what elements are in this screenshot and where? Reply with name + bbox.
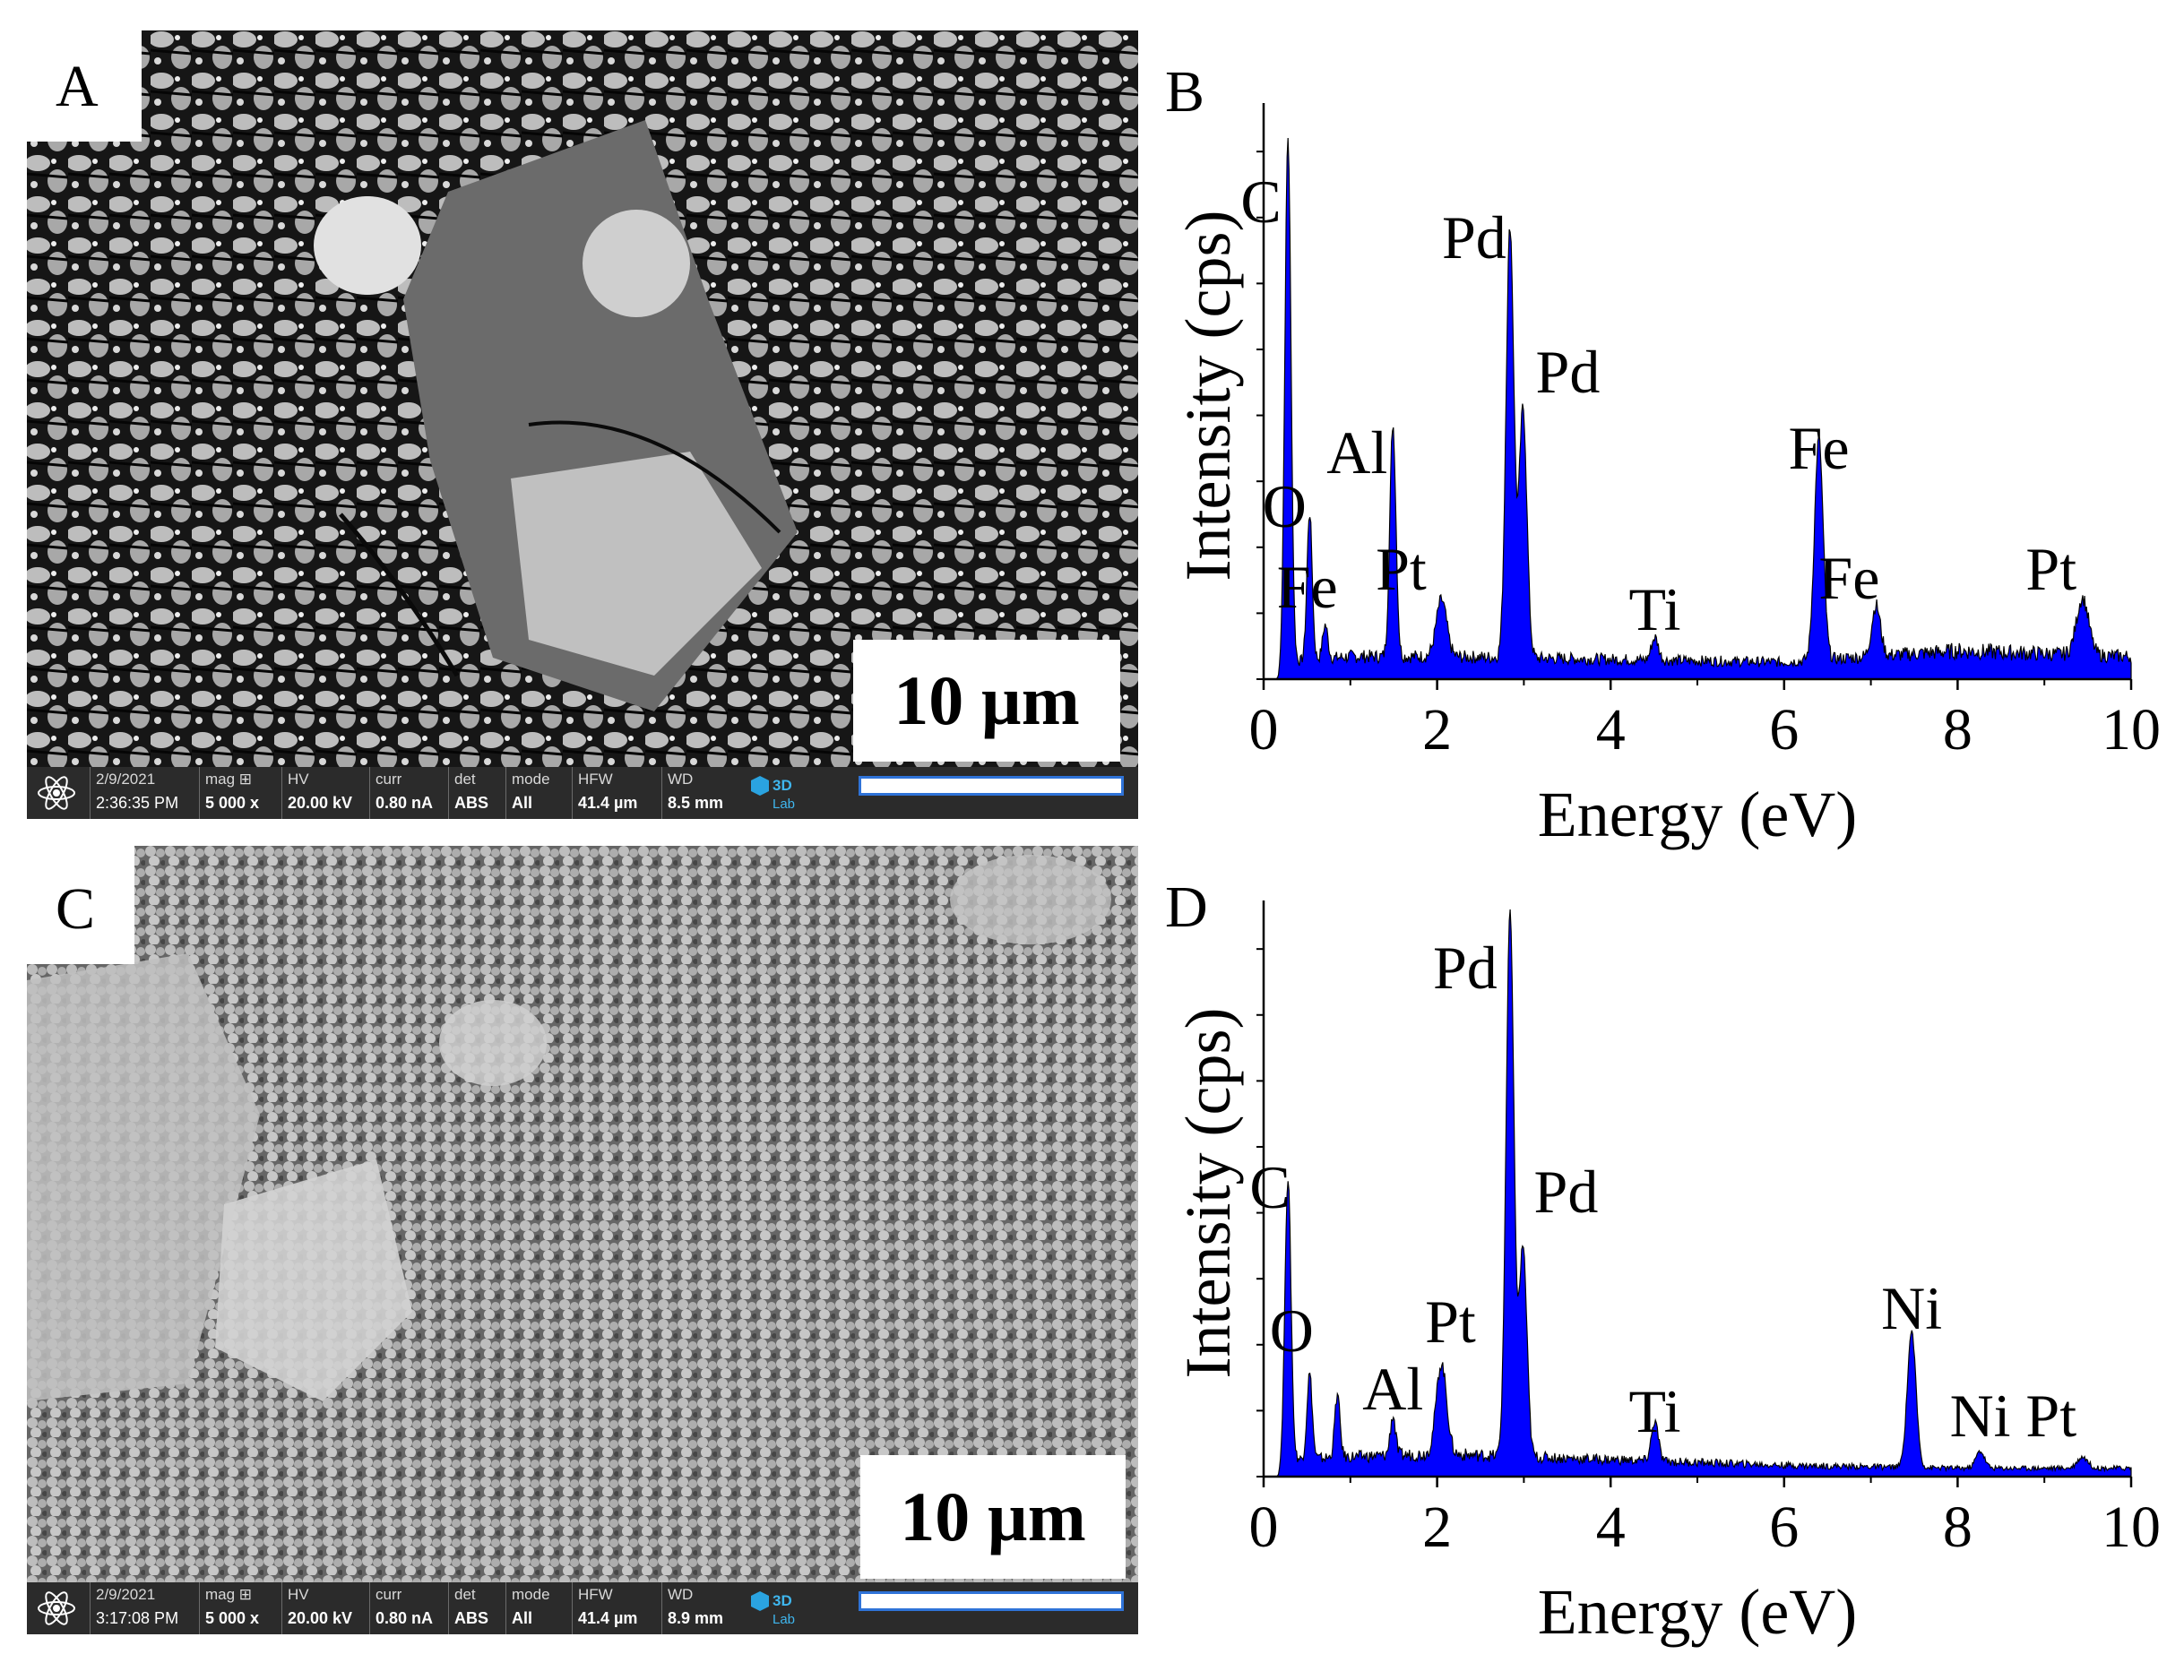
peak-label: Pt — [2025, 1382, 2076, 1450]
atom-icon — [34, 771, 79, 815]
panel-label-c: C — [27, 846, 134, 964]
x-tick-label: 10 — [2102, 1495, 2161, 1560]
info-curr: curr 0.80 nA — [369, 767, 447, 819]
x-axis-title: Energy (eV) — [1538, 779, 1858, 850]
info-datetime: 2/9/2021 3:17:08 PM — [90, 1582, 198, 1634]
peak-label: O — [1263, 472, 1307, 540]
panel-label-d: D — [1165, 874, 1208, 940]
info-hfw: HFW 41.4 µm — [572, 767, 660, 819]
info-time: 3:17:08 PM — [96, 1609, 179, 1627]
info-det: det ABS — [448, 767, 505, 819]
scale-bar-label-a: 10 µm — [853, 640, 1120, 762]
peak-label: Fe — [1277, 553, 1338, 621]
3dlab-logo-icon: 3D Lab — [749, 1588, 799, 1629]
peak-label: Pd — [1433, 934, 1498, 1002]
x-tick-label: 8 — [1943, 697, 1973, 762]
info-date: 2/9/2021 — [96, 771, 156, 788]
peak-label: Pd — [1442, 203, 1506, 271]
x-tick-label: 0 — [1249, 1495, 1279, 1560]
info-hfw: HFW 41.4 µm — [572, 1582, 660, 1634]
info-date: 2/9/2021 — [96, 1586, 156, 1603]
scale-bar-label-c: 10 µm — [860, 1455, 1126, 1579]
scale-bar — [859, 1591, 1124, 1611]
x-tick-label: 8 — [1943, 1495, 1973, 1560]
peak-label: Pd — [1536, 338, 1601, 406]
x-tick-label: 0 — [1249, 697, 1279, 762]
y-axis-title: Intensity (cps) — [1172, 1008, 1244, 1379]
peak-label: Al — [1362, 1355, 1423, 1423]
x-tick-label: 2 — [1422, 697, 1452, 762]
info-mag: mag ⊞ 5 000 x — [199, 1582, 281, 1634]
svg-text:Lab: Lab — [773, 797, 795, 812]
peak-label: Ni — [1950, 1382, 2011, 1450]
sem-micrograph-a — [27, 30, 1138, 767]
peak-label: Pd — [1534, 1158, 1599, 1226]
3dlab-logo-icon: 3D Lab — [749, 772, 799, 814]
spectrum-area — [1275, 137, 2132, 680]
svg-text:Lab: Lab — [773, 1612, 795, 1627]
info-time: 2:36:35 PM — [96, 794, 179, 812]
chart-b: 0 2 4 6 8 10 Energy (eV) Intensity (cps) C O Fe Al P… — [1147, 90, 2178, 878]
info-mode: mode All — [505, 1582, 571, 1634]
svg-text:3D: 3D — [773, 777, 792, 794]
info-mag: mag ⊞ 5 000 x — [199, 767, 281, 819]
info-wd: WD 8.5 mm — [661, 767, 745, 819]
peak-label: Fe — [1818, 544, 1879, 612]
y-axis-title: Intensity (cps) — [1172, 211, 1244, 582]
peak-label: Fe — [1789, 414, 1850, 482]
info-hv: HV 20.00 kV — [281, 767, 368, 819]
info-hv: HV 20.00 kV — [281, 1582, 368, 1634]
peak-label: O — [1270, 1297, 1314, 1365]
peak-label: C — [1240, 168, 1281, 236]
x-tick-label: 4 — [1596, 1495, 1626, 1560]
scale-bar — [859, 776, 1124, 796]
peak-label: Pt — [1425, 1288, 1476, 1356]
peak-label: Pt — [1376, 535, 1427, 603]
sem-info-bar-a: 2/9/2021 2:36:35 PM mag ⊞ 5 000 x HV 20.… — [27, 767, 1138, 819]
sem-info-bar-c: 2/9/2021 3:17:08 PM mag ⊞ 5 000 x HV 20.… — [27, 1582, 1138, 1634]
atom-icon — [34, 1586, 79, 1631]
chart-d: 0 2 4 6 8 10 Energy (eV) Intensity (cps) C O Al Pt P… — [1147, 887, 2178, 1676]
info-det: det ABS — [448, 1582, 505, 1634]
x-tick-label: 6 — [1769, 697, 1799, 762]
panel-label-b: B — [1165, 59, 1205, 125]
sem-image-c: 10 µm 2/9/2021 3:17:08 PM mag ⊞ 5 000 x … — [27, 846, 1138, 1634]
info-datetime: 2/9/2021 2:36:35 PM — [90, 767, 198, 819]
spectrum-area — [1275, 909, 2132, 1478]
panel-label-a: A — [27, 30, 142, 142]
x-tick-label: 4 — [1596, 697, 1626, 762]
x-tick-label: 6 — [1769, 1495, 1799, 1560]
peak-label: Ti — [1629, 575, 1681, 643]
peak-label: Ti — [1629, 1377, 1681, 1445]
info-mode: mode All — [505, 767, 571, 819]
sem-image-a: 10 µm 2/9/2021 2:36:35 PM mag ⊞ 5 000 x … — [27, 30, 1138, 819]
svg-text:3D: 3D — [773, 1592, 792, 1609]
info-wd: WD 8.9 mm — [661, 1582, 745, 1634]
x-tick-label: 10 — [2102, 697, 2161, 762]
peak-label: Pt — [2025, 535, 2076, 603]
peak-label: Ni — [1881, 1274, 1942, 1342]
info-curr: curr 0.80 nA — [369, 1582, 447, 1634]
eds-spectrum-b: 0 2 4 6 8 10 Energy (eV) Intensity (cps)C O Fe Al P… — [1172, 103, 2161, 850]
peak-label: C — [1249, 1153, 1290, 1221]
peak-label: Al — [1326, 418, 1387, 487]
x-tick-label: 2 — [1422, 1495, 1452, 1560]
x-axis-title: Energy (eV) — [1538, 1576, 1858, 1648]
